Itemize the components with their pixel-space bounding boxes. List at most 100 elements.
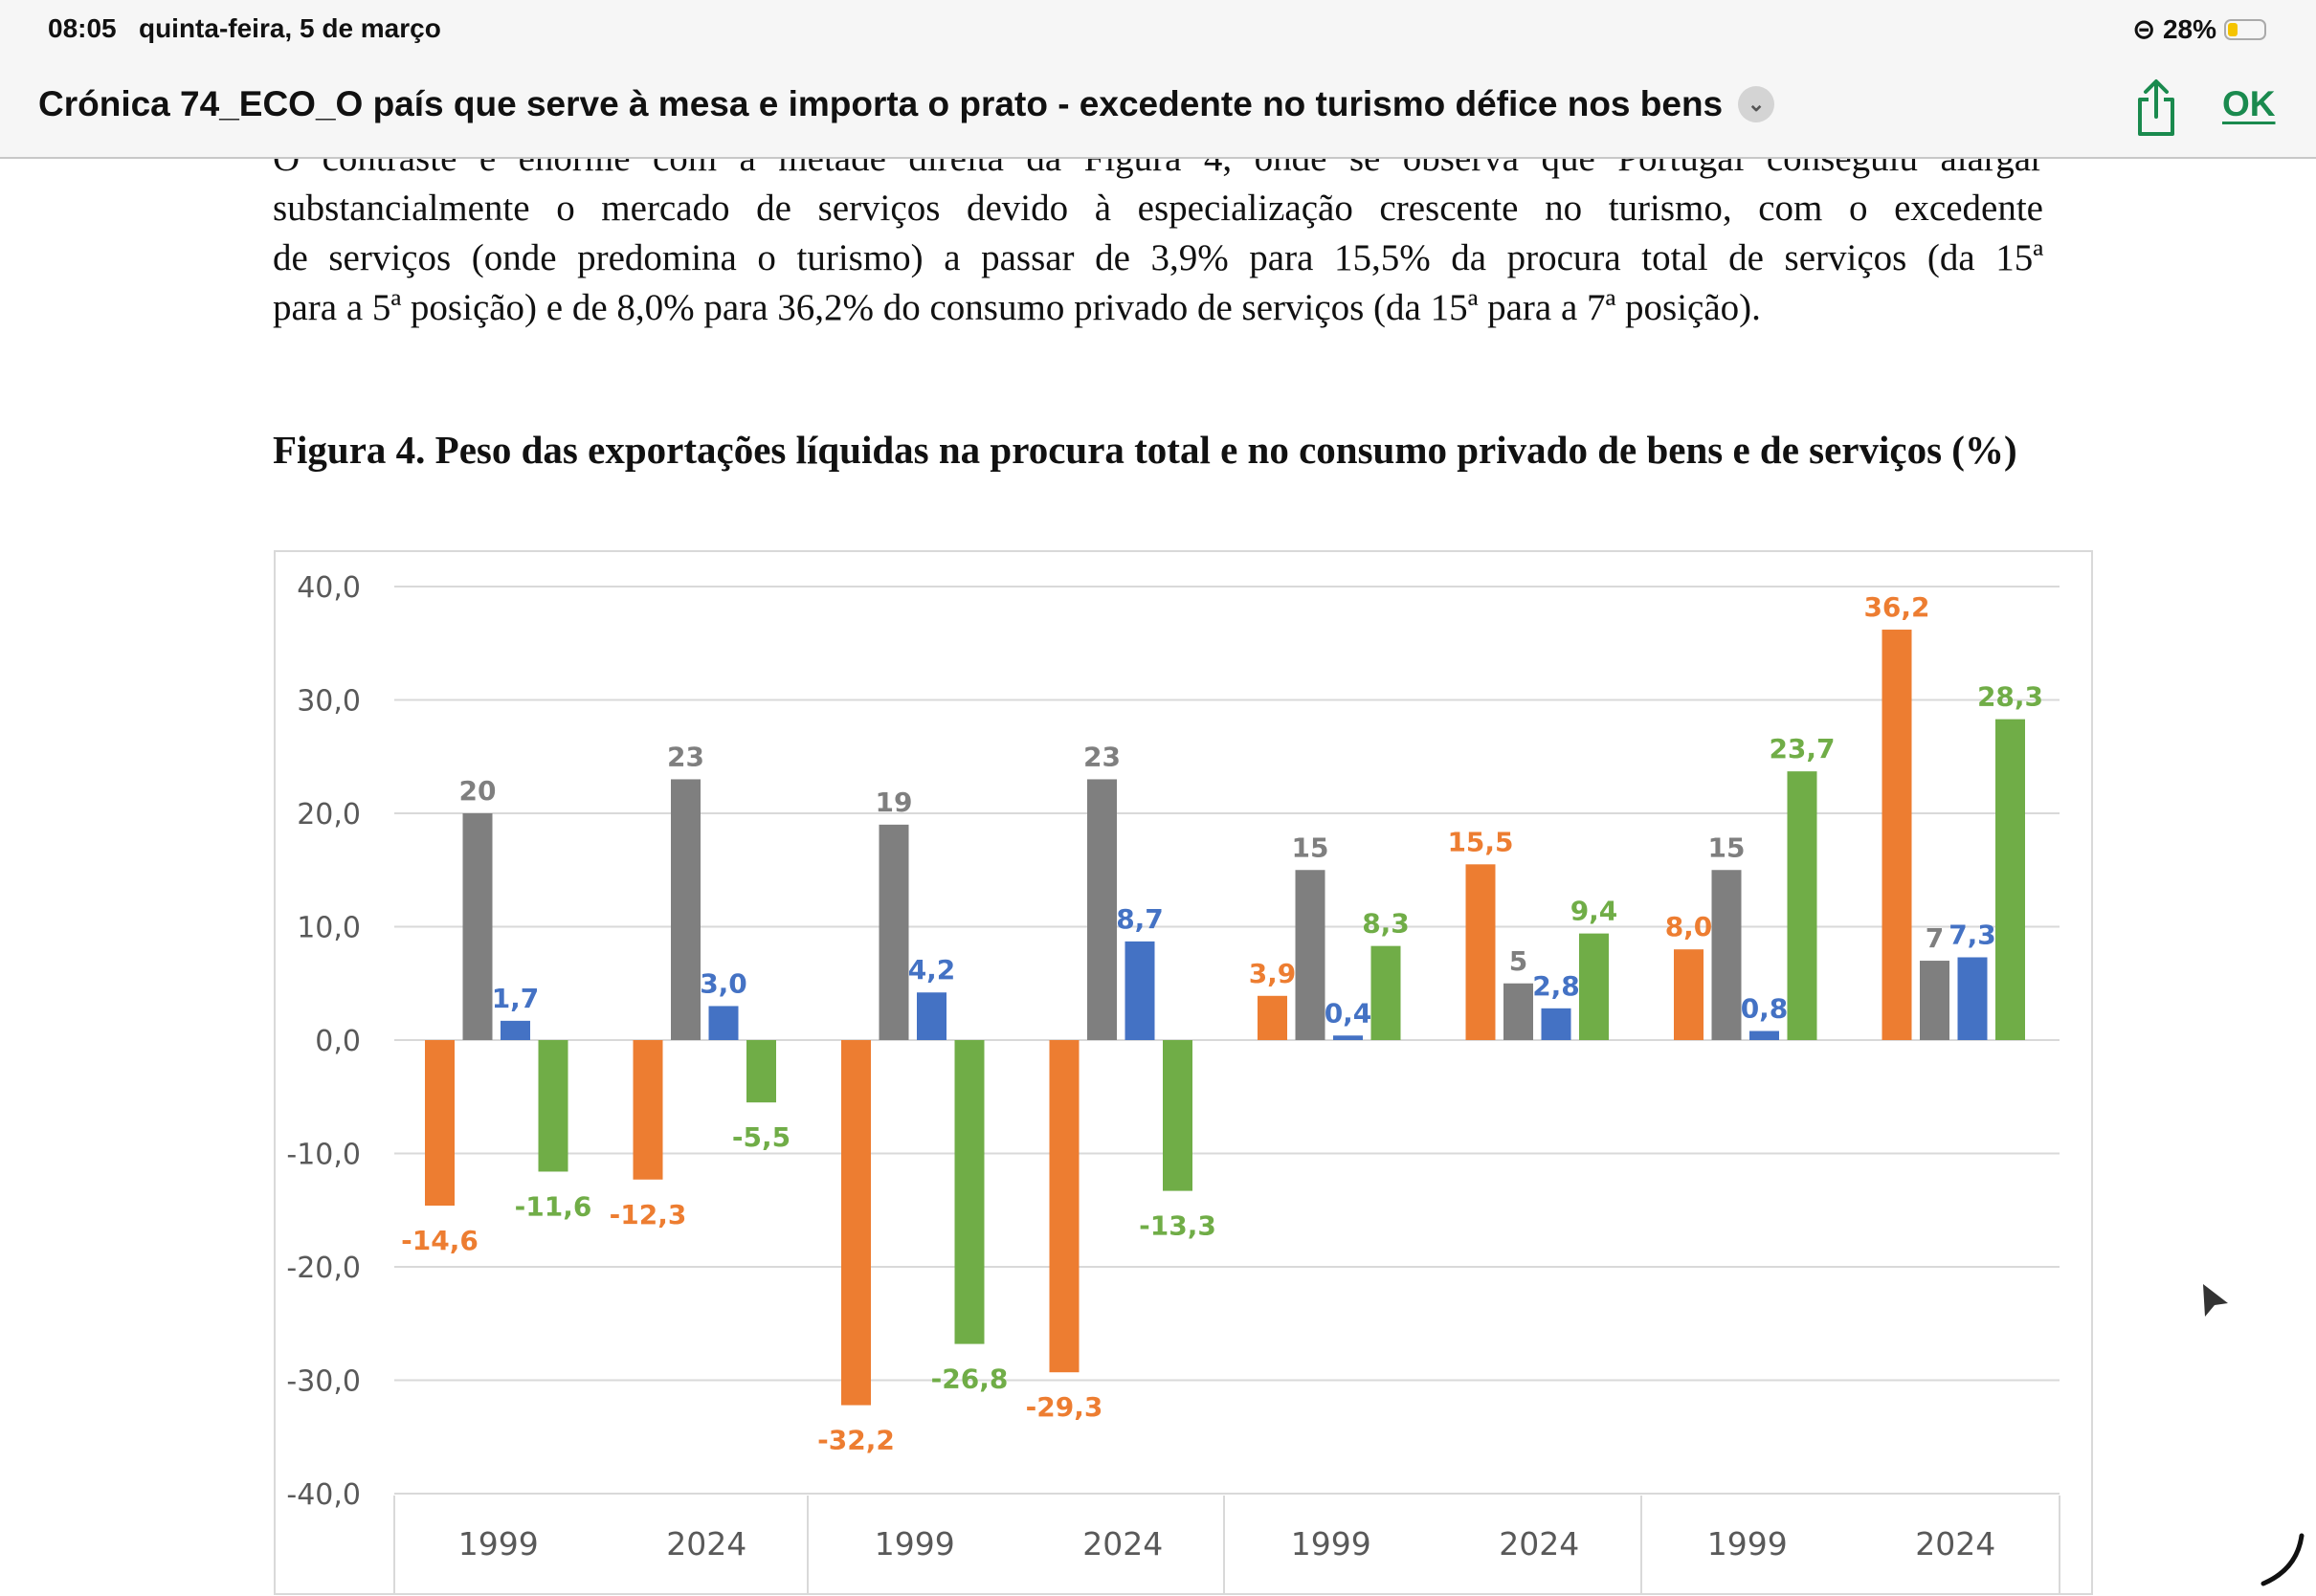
bar [708, 1006, 739, 1040]
bar [1370, 945, 1401, 1040]
link-icon: ⊝ [2132, 14, 2155, 44]
bar [879, 824, 909, 1040]
y-tick-label: 20,0 [297, 798, 361, 831]
bar [633, 1040, 663, 1180]
data-label: -12,3 [610, 1199, 687, 1230]
bar [954, 1040, 985, 1344]
x-tick-label: 2024 [1082, 1525, 1163, 1563]
bar [1125, 941, 1155, 1040]
paragraph-line: de serviços (onde predomina o turismo) a… [273, 237, 2043, 278]
x-tick-label: 2024 [1499, 1525, 1579, 1563]
y-tick-label: 10,0 [297, 912, 361, 945]
status-indicators: ⊝ 28% [2132, 13, 2266, 45]
bar [671, 779, 701, 1040]
ok-button[interactable]: OK [2222, 84, 2276, 123]
data-label: 36,2 [1863, 591, 1929, 623]
y-tick-label: 40,0 [297, 571, 361, 605]
bar [1541, 1008, 1571, 1040]
data-label: 15 [1708, 831, 1746, 863]
bar [501, 1020, 530, 1040]
status-time: 08:05 [48, 13, 117, 43]
data-label: -11,6 [515, 1190, 592, 1222]
data-label: 9,4 [1570, 896, 1618, 927]
bar [1579, 933, 1609, 1040]
data-label: -13,3 [1139, 1210, 1216, 1242]
bar [1749, 1031, 1779, 1040]
chevron-down-icon[interactable]: ⌄ [1738, 86, 1775, 122]
document-title-menu[interactable]: Crónica 74_ECO_O país que serve à mesa e… [38, 84, 1775, 124]
data-label: 1,7 [492, 983, 540, 1014]
bar [1711, 870, 1742, 1040]
data-label: 7 [1926, 922, 1944, 954]
x-tick-label: 1999 [1707, 1525, 1788, 1563]
bar [1995, 719, 2025, 1040]
y-tick-label: -20,0 [286, 1252, 361, 1285]
data-label: 23 [1083, 741, 1121, 772]
y-tick-label: 30,0 [297, 685, 361, 719]
bar [1920, 961, 1949, 1040]
bar [538, 1040, 568, 1172]
bar [746, 1040, 776, 1103]
data-label: -26,8 [931, 1363, 1009, 1395]
status-time-date: 08:05 quinta-feira, 5 de março [48, 13, 441, 44]
data-label: 8,7 [1116, 903, 1164, 935]
data-label: 28,3 [1977, 681, 2043, 713]
battery-percent: 28% [2162, 13, 2216, 44]
data-label: 8,0 [1665, 911, 1713, 942]
data-label: -14,6 [401, 1225, 479, 1256]
bar [841, 1040, 871, 1406]
x-tick-label: 1999 [1291, 1525, 1371, 1563]
x-tick-label: 1999 [875, 1525, 955, 1563]
data-label: 23,7 [1769, 733, 1835, 765]
y-tick-label: -40,0 [286, 1478, 361, 1512]
status-date: quinta-feira, 5 de março [138, 13, 441, 43]
pointer-cursor-icon [2203, 1284, 2228, 1317]
share-icon[interactable] [2134, 78, 2178, 138]
y-tick-label: -30,0 [286, 1365, 361, 1399]
document-title: Crónica 74_ECO_O país que serve à mesa e… [38, 84, 1724, 123]
bar [1087, 779, 1117, 1040]
y-tick-label: 0,0 [315, 1025, 361, 1058]
x-tick-label: 1999 [458, 1525, 539, 1563]
home-indicator-icon [2260, 1533, 2305, 1586]
x-tick-label: 2024 [1915, 1525, 1995, 1563]
data-label: 23 [667, 741, 704, 772]
data-label: 15,5 [1447, 826, 1513, 857]
data-label: 0,4 [1325, 997, 1372, 1029]
data-label: 5 [1509, 945, 1527, 977]
data-label: 4,2 [908, 954, 956, 986]
bar [1163, 1040, 1192, 1191]
paragraph-line: substancialmente o mercado de serviços d… [273, 188, 2043, 229]
bar [1503, 983, 1533, 1040]
data-label: 7,3 [1949, 919, 1996, 950]
data-label: -5,5 [732, 1121, 791, 1153]
paragraph-line: para a 5ª posição) e de 8,0% para 36,2% … [273, 287, 1761, 328]
bar [1674, 949, 1704, 1040]
y-tick-label: -10,0 [286, 1139, 361, 1172]
data-label: 3,9 [1249, 958, 1297, 989]
bar [1465, 864, 1496, 1040]
top-bar: 08:05 quinta-feira, 5 de março ⊝ 28% Cró… [0, 0, 2316, 159]
bar [1258, 995, 1287, 1040]
data-label: 8,3 [1362, 908, 1410, 940]
data-label: 0,8 [1741, 993, 1789, 1025]
data-label: 3,0 [700, 967, 747, 999]
bar [1049, 1040, 1080, 1373]
data-label: 2,8 [1532, 970, 1580, 1002]
data-label: -29,3 [1026, 1391, 1103, 1423]
bar [1957, 957, 1988, 1040]
bar [425, 1040, 455, 1207]
figure-title: Figura 4. Peso das exportações líquidas … [273, 428, 2017, 472]
bar [1787, 771, 1817, 1040]
x-tick-label: 2024 [666, 1525, 746, 1563]
data-label: 20 [459, 775, 497, 807]
battery-icon [2224, 18, 2266, 40]
bar [1333, 1035, 1363, 1040]
data-label: -32,2 [817, 1425, 895, 1456]
data-label: 19 [876, 787, 913, 818]
bar [462, 813, 493, 1040]
bar [917, 992, 946, 1040]
bar [1295, 870, 1325, 1040]
